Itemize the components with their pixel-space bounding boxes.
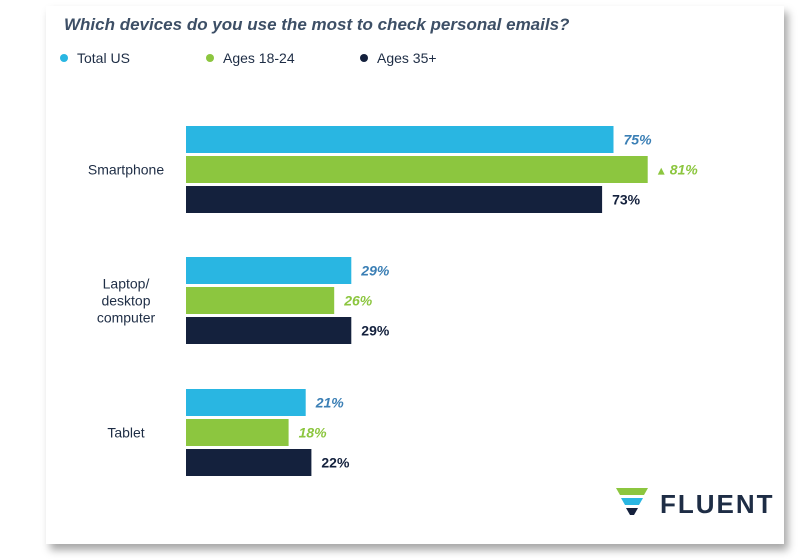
fluent-logo: FLUENT — [612, 484, 775, 524]
category-label-2-line-0: Tablet — [107, 425, 144, 441]
fluent-logo-icon — [616, 488, 648, 515]
legend-item-total-us: Total US — [60, 50, 130, 66]
bar-ages-18-24-1 — [186, 287, 335, 314]
bar-chart-plot: Smartphone 75% ▲ 81% 73% Laptop/desktopcomput… — [88, 126, 699, 476]
category-label-1-line-1: desktop — [101, 293, 150, 309]
legend-item-ages-35-plus: Ages 35+ — [360, 50, 437, 66]
legend-label-total-us: Total US — [77, 50, 130, 66]
bar-ages-18-24-0 — [186, 156, 648, 183]
bar-ages-35-plus-1 — [186, 317, 352, 344]
data-label-total-us-2: 21% — [315, 395, 345, 411]
legend: Total US Ages 18-24 Ages 35+ — [60, 50, 580, 72]
legend-swatch-ages-35-plus — [360, 54, 368, 62]
data-label-ages-18-24-2: 18% — [299, 425, 328, 441]
data-label-ages-35-plus-1: 29% — [361, 323, 390, 339]
legend-label-ages-18-24: Ages 18-24 — [223, 50, 295, 66]
data-label-ages-18-24-0: 81% — [670, 162, 699, 178]
category-label-1-line-0: Laptop/ — [103, 276, 150, 292]
data-label-total-us-0: 75% — [624, 132, 653, 148]
legend-item-ages-18-24: Ages 18-24 — [206, 50, 295, 66]
category-label-0-line-0: Smartphone — [88, 162, 164, 178]
data-label-ages-18-24-1: 26% — [343, 293, 373, 309]
legend-swatch-ages-18-24 — [206, 54, 214, 62]
category-label-1-line-2: computer — [97, 310, 156, 326]
legend-label-ages-35-plus: Ages 35+ — [377, 50, 437, 66]
data-label-ages-35-plus-0: 73% — [612, 192, 641, 208]
bar-total-us-2 — [186, 389, 306, 416]
chart-card: Which devices do you use the most to che… — [46, 6, 784, 544]
bar-ages-35-plus-0 — [186, 186, 603, 213]
bar-ages-18-24-2 — [186, 419, 289, 446]
bar-ages-35-plus-2 — [186, 449, 312, 476]
bar-total-us-0 — [186, 126, 614, 153]
data-label-ages-35-plus-2: 22% — [321, 455, 350, 471]
highlight-marker: ▲ — [658, 167, 665, 177]
data-label-total-us-1: 29% — [360, 263, 390, 279]
legend-swatch-total-us — [60, 54, 68, 62]
fluent-logo-text: FLUENT — [660, 488, 775, 519]
chart-title: Which devices do you use the most to che… — [64, 15, 570, 34]
bar-total-us-1 — [186, 257, 352, 284]
